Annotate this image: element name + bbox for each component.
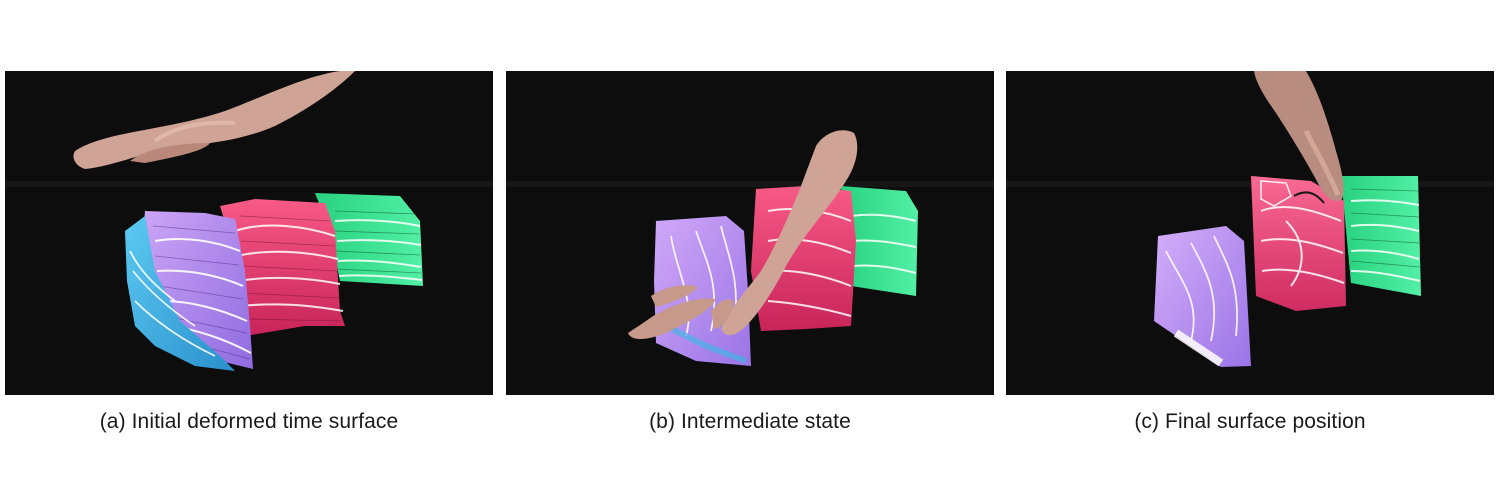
hand-shape (73, 71, 355, 169)
panel-c-scene (1006, 71, 1494, 395)
caption-c: (c) Final surface position (1134, 410, 1366, 433)
panel-a-image (5, 71, 493, 395)
panel-b-image (506, 71, 994, 395)
background-stripe (1006, 181, 1494, 187)
green-surface (1341, 176, 1421, 296)
background-stripe (5, 181, 493, 187)
red-surface (1251, 176, 1346, 311)
hand-shape (628, 130, 858, 339)
background-stripe (506, 181, 994, 187)
panel-b-scene (506, 71, 994, 395)
purple-surface (1154, 226, 1251, 367)
hand-shape (1254, 71, 1344, 202)
green-surface (841, 186, 918, 296)
panel-c-image (1006, 71, 1494, 395)
caption-b: (b) Intermediate state (649, 410, 851, 433)
panel-a-scene (5, 71, 493, 395)
green-surface (315, 193, 423, 286)
caption-a: (a) Initial deformed time surface (99, 410, 399, 433)
red-surface (220, 199, 345, 336)
blue-surface (125, 216, 235, 371)
